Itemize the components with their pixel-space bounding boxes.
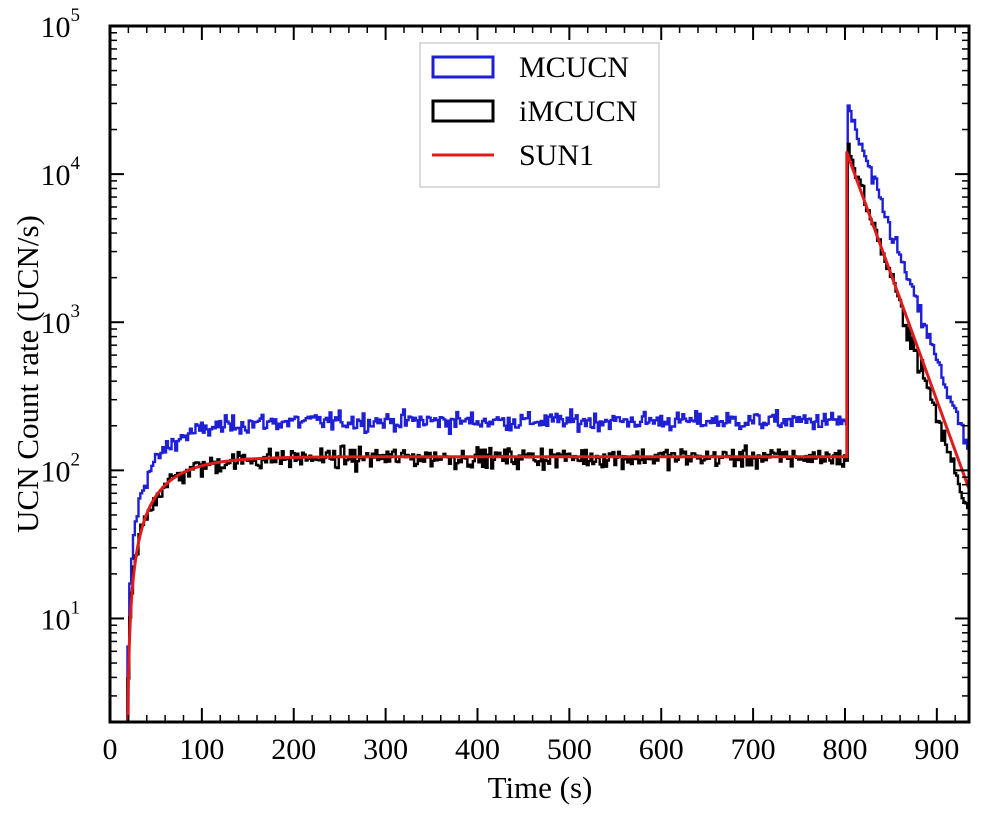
x-tick-label: 100 [179,733,224,766]
y-tick-label: 104 [41,153,81,192]
series-imcucn-line [126,142,969,722]
x-axis-label: Time (s) [488,770,593,805]
series-mcucn-line [126,104,969,722]
legend-label-mcucn: MCUCN [519,51,629,84]
plot-frame [108,24,971,724]
x-tick-label: 800 [822,733,867,766]
y-axis-label: UCN Count rate (UCN/s) [10,215,45,533]
y-tick-label: 102 [41,449,81,488]
x-tick-label: 400 [455,733,500,766]
x-tick-label: 700 [731,733,776,766]
series-sun1-line [126,150,969,722]
legend-swatch-mcucn [431,55,495,79]
y-tick-label: 101 [41,597,81,636]
legend-label-sun1: SUN1 [519,139,594,172]
x-tick-label: 300 [363,733,408,766]
y-tick-label: 105 [41,5,81,44]
y-tick-label: 103 [41,301,81,340]
x-tick-label: 900 [914,733,959,766]
legend-box [419,42,660,188]
legend: MCUCN iMCUCN SUN1 [419,42,660,188]
x-tick-label: 200 [271,733,316,766]
x-tick-label: 600 [639,733,684,766]
x-tick-label: 500 [547,733,592,766]
legend-label-imcucn: iMCUCN [519,95,637,128]
tick-layer: 0 100 200 300 400 500 600 700 800 900 101 102 103 104… [41,5,969,766]
x-tick-label: 0 [103,733,118,766]
legend-swatch-imcucn [431,99,495,123]
series-layer [126,104,969,722]
